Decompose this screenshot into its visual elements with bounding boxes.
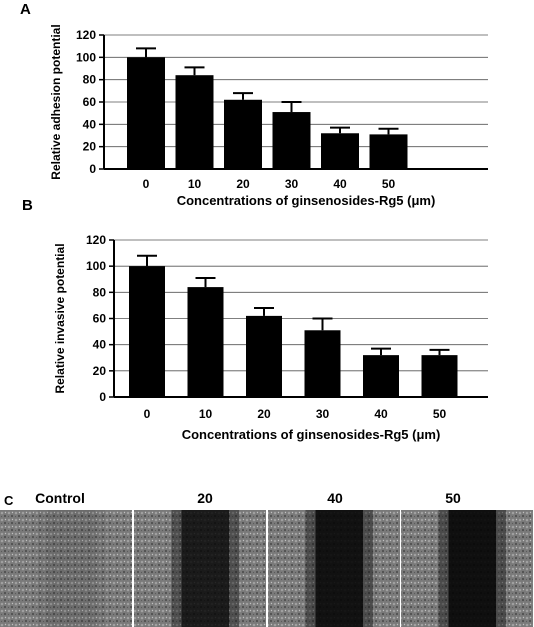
wound-edge [95,510,106,627]
y-tick-label: 0 [99,390,106,404]
bar [272,112,311,169]
cell-monolayer [0,510,132,627]
y-tick-label: 120 [76,28,96,42]
bar [187,287,224,397]
wound-edge [37,510,48,627]
micrograph-label: 20 [197,490,213,506]
bar [175,75,214,169]
x-tick-label: 50 [382,177,396,191]
y-tick-label: 80 [93,285,107,299]
wound-edge [438,510,449,627]
bar [127,57,165,170]
y-axis-title: Relative adhesion potential [49,24,63,179]
x-axis-title: Concentrations of ginsenosides-Rg5 (μm) [182,427,441,442]
bar [246,315,282,397]
micrograph [268,510,402,627]
invasion-bar-chart: 0 20 40 60 80 100 120 0 10 20 30 40 50 Concentrations… [53,233,488,442]
y-tick-label: 100 [86,259,106,273]
wound-edge [305,510,316,627]
bar [224,99,262,169]
y-tick-label: 20 [93,364,107,378]
x-tick-label: 0 [144,407,151,421]
panel-label-c: C [4,493,14,508]
y-tick-label: 40 [93,338,107,352]
x-tick-label: 20 [257,407,271,421]
micrograph-label: 50 [445,490,461,506]
y-tick-label: 20 [83,140,97,154]
x-tick-label: 10 [199,407,213,421]
x-tick-label: 40 [333,177,347,191]
bar [129,266,165,397]
bar [369,134,408,169]
x-tick-label: 0 [143,177,150,191]
y-tick-label: 120 [86,233,106,247]
wound-gap [47,510,96,627]
x-tick-label: 20 [236,177,250,191]
y-tick-label: 60 [93,312,107,326]
panel-divider [132,510,134,627]
x-axis-title: Concentrations of ginsenosides-Rg5 (μm) [177,193,436,208]
panel-label-a: A [20,1,31,18]
panel-divider [266,510,268,627]
adhesion-bar-chart: 0 20 40 60 80 100 120 0 10 20 30 40 50 Concentrations… [49,24,488,208]
bar [421,355,458,397]
micrograph [134,510,268,627]
x-tick-label: 10 [188,177,202,191]
wound-gap [448,510,497,627]
wound-edge [496,510,507,627]
x-tick-label: 50 [433,407,447,421]
y-tick-label: 60 [83,95,97,109]
panel-label-b: B [22,197,33,214]
migration-micrographs: Control 20 40 50 [0,490,534,627]
micrograph-label: Control [35,490,85,506]
y-tick-label: 40 [83,117,97,131]
wound-edge [171,510,182,627]
bar [363,355,399,397]
wound-edge [363,510,374,627]
wound-gap [315,510,364,627]
micrograph-label: 40 [327,490,343,506]
micrograph [0,510,134,627]
bar [321,133,359,169]
x-tick-label: 30 [316,407,330,421]
micrograph [401,510,534,627]
bar [304,330,341,397]
wound-edge [229,510,240,627]
x-tick-label: 30 [285,177,299,191]
y-axis-title: Relative invasive potential [53,243,67,393]
x-tick-label: 40 [374,407,388,421]
wound-gap [181,510,230,627]
y-tick-label: 80 [83,73,97,87]
y-tick-label: 0 [89,162,96,176]
y-tick-label: 100 [76,50,96,64]
